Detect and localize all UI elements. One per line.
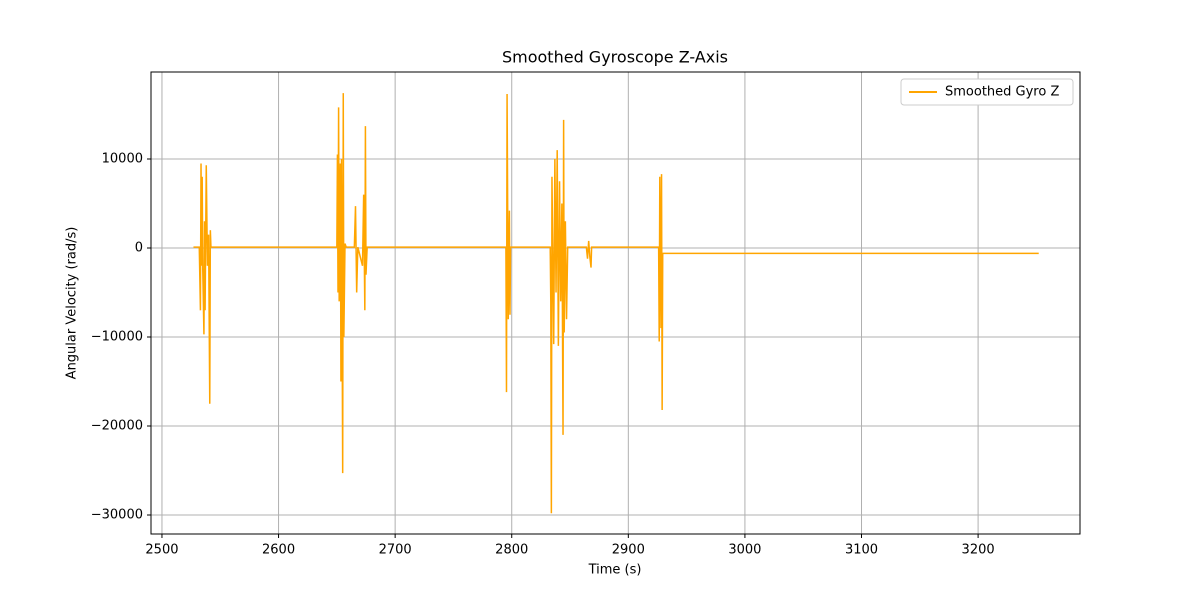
x-tick-label: 3200 [962,543,995,558]
x-axis-label: Time (s) [588,563,642,578]
y-tick-label: −10000 [91,329,143,344]
legend-box [900,78,1074,106]
x-tick-label: 2700 [379,543,412,558]
x-tick-label: 2900 [612,543,645,558]
x-tick-label: 3100 [845,543,878,558]
x-tick-label: 2800 [495,543,528,558]
x-tick-label: 3000 [728,543,761,558]
data-line [193,93,1039,514]
y-tick-label: 10000 [102,151,143,166]
x-tick-label: 2600 [262,543,295,558]
y-tick-label: 0 [135,240,143,255]
chart-title: Smoothed Gyroscope Z-Axis [502,48,728,67]
y-tick-label: −20000 [91,418,143,433]
plot-frame [150,71,1081,535]
legend-label: Smoothed Gyro Z [945,85,1059,100]
y-tick-label: −30000 [91,507,143,522]
x-tick-label: 2500 [145,543,178,558]
y-axis-label: Angular Velocity (rad/s) [65,227,80,380]
